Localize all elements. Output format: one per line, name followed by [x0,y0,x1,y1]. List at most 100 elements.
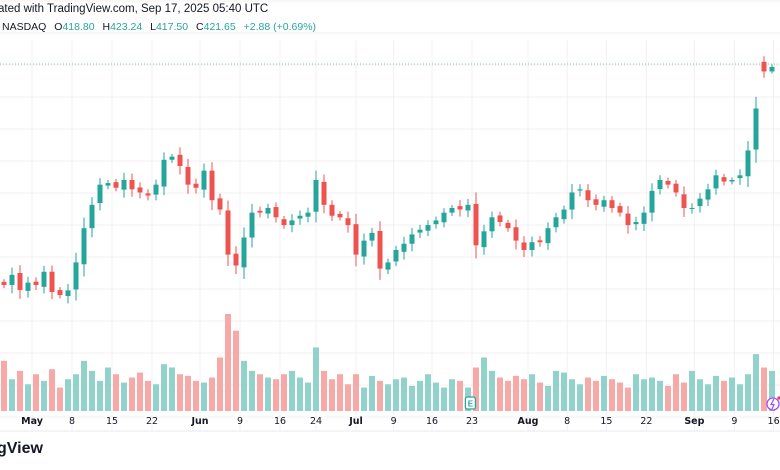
candle [545,222,551,250]
candle-body [689,207,695,209]
candle-body [425,225,431,231]
candle-body [545,228,551,244]
candles [1,56,775,304]
candle [97,178,103,211]
volume-bar [521,379,527,411]
candle-body [289,220,295,226]
volume-bar [41,380,47,411]
volume-bar [529,374,535,411]
volume-bar [161,364,167,411]
high-value: 423.24 [110,21,143,33]
candle-body [433,220,439,225]
volume-bar [585,377,591,411]
candle [753,96,759,163]
volume-bar [441,387,447,411]
time-axis-tick-label: 15 [105,416,119,427]
volume-bar [305,382,311,411]
volume-bar [217,357,223,411]
volume-bar [569,379,575,411]
close-value: 421.65 [203,21,236,33]
candle-body [217,198,223,210]
candle [769,64,775,74]
candle-body [241,237,247,268]
volume-bar [33,374,39,411]
volume-bar [761,367,767,411]
candle-body [57,290,63,296]
candle [417,224,423,239]
candle-body [361,240,367,257]
candle-body [681,194,687,208]
candle-body [641,212,647,224]
candle-body [561,209,567,220]
volume-bar [337,374,343,411]
change-value: +2.88 (+0.69%) [243,21,317,33]
volume-bar [353,374,359,411]
volume-bar [17,370,23,411]
earnings-marker[interactable]: E [464,396,477,410]
volume-bar [729,377,735,411]
candle [145,189,151,201]
volume-bar [81,360,87,411]
candle [41,265,47,294]
candle-body [225,210,231,255]
candle [361,233,367,265]
candle [425,220,431,237]
volume-bars [1,314,775,411]
volume-bar [737,384,743,411]
volume-bar [481,357,487,411]
candle-body [529,242,535,250]
volume-bar [561,372,567,411]
candle [625,206,631,234]
candle [225,200,231,266]
candle-body [465,204,471,211]
candle [65,283,71,304]
volume-bar [369,375,375,411]
candle-body [489,217,495,232]
candle-body [185,166,191,185]
candle [505,219,511,232]
volume-bar [49,369,55,411]
tradingview-logo: gView [0,440,43,457]
candle-body [209,170,215,201]
candle-body [729,179,735,182]
candle-body [665,180,671,185]
candle-body [417,229,423,233]
time-axis-tick-label: Jun [191,416,209,427]
candle-body [9,274,15,285]
candle-body [513,227,519,241]
candle [641,206,647,232]
volume-bar [457,380,463,411]
time-axis-tick-label: 22 [640,416,653,427]
candle-body [65,290,71,297]
candle-body [329,204,335,216]
candle [609,196,615,213]
candle-body [145,193,151,196]
candle [289,214,295,233]
candle [249,203,255,248]
volume-bar [169,367,175,411]
candle-body [97,184,103,204]
candle-body [233,253,239,266]
time-axis-tick-label: May [21,416,43,427]
volume-bar [545,385,551,411]
open-value: 418.80 [62,21,95,33]
candle [201,163,207,198]
volume-bar [249,370,255,411]
volume-bar [657,380,663,411]
candle-body [377,230,383,269]
candle [689,203,695,214]
candle-body [673,183,679,193]
time-axis-tick-label: 15 [600,416,613,427]
volume-bar [705,384,711,411]
volume-bar [273,379,279,411]
low-label: L [150,21,156,33]
volume-bar [9,379,15,411]
volume-bar [625,387,631,411]
candle [537,236,543,247]
candle [761,56,767,78]
candle-body [569,192,575,210]
candle [577,184,583,197]
dividend-lightning-icon[interactable] [766,396,780,411]
volume-bar [633,374,639,411]
